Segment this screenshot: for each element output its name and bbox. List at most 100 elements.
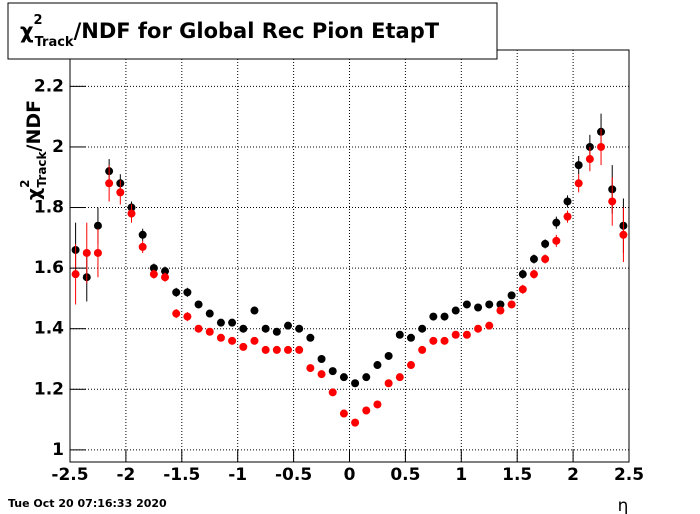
marker [149,270,158,279]
marker [440,336,449,345]
marker [93,221,102,230]
marker [351,379,360,388]
marker [384,379,393,388]
marker [284,321,293,330]
marker [395,330,404,339]
marker [172,309,181,318]
marker [194,300,203,309]
marker [529,255,538,264]
marker [250,336,259,345]
marker [451,306,460,315]
marker [373,361,382,370]
x-tick-label: 1 [455,465,467,485]
marker [552,218,561,227]
marker [507,300,516,309]
x-tick-label: -1.5 [163,465,200,485]
marker [474,324,483,333]
marker [205,309,214,318]
marker [272,327,281,336]
marker [418,345,427,354]
marker [574,161,583,170]
marker [585,155,594,164]
marker [485,321,494,330]
marker [239,342,248,351]
y-tick-label: 1.2 [34,379,64,399]
marker [518,270,527,279]
marker [71,270,80,279]
marker [440,312,449,321]
title-box [7,2,498,60]
marker [183,288,192,297]
marker [93,248,102,257]
marker [373,400,382,409]
marker [351,418,360,427]
marker [406,361,415,370]
marker [306,364,315,373]
marker [362,406,371,415]
marker [485,300,494,309]
marker [216,333,225,342]
marker [295,345,304,354]
y-label-text: /NDF [23,100,45,152]
marker [563,212,572,221]
marker [105,179,114,188]
marker [138,242,147,251]
grid [69,50,630,462]
marker [306,333,315,342]
marker [462,330,471,339]
x-axis-label: η [618,496,629,514]
marker [261,345,270,354]
title-sup: 2 [34,13,43,28]
marker [284,345,293,354]
x-tick-label: 1.5 [502,465,532,485]
marker [183,312,192,321]
marker [541,255,550,264]
y-label-sup: 2 [18,179,32,187]
marker [563,197,572,206]
marker [507,291,516,300]
marker [406,333,415,342]
y-tick-label: 1.8 [34,198,64,218]
marker [82,248,91,257]
marker [518,285,527,294]
marker [429,312,438,321]
y-tick-label: 2.2 [34,76,64,96]
marker [328,388,337,397]
marker [194,324,203,333]
marker [362,373,371,382]
y-axis-label: χ2 Track/NDF [18,100,49,200]
markers [71,113,628,427]
y-tick-label: 2 [52,137,64,157]
marker [116,188,125,197]
x-tick-label: -0.5 [275,465,312,485]
marker [384,351,393,360]
marker [541,239,550,248]
y-tick-label: 1 [52,440,64,460]
x-tick-label: -2.5 [51,465,88,485]
x-tick-label: 2.5 [614,465,644,485]
marker [161,273,170,282]
y-tick-label: 1.4 [34,319,64,339]
marker [317,355,326,363]
x-tick-label: -1 [228,465,247,485]
marker [205,327,214,336]
marker [239,324,248,333]
marker [339,409,348,418]
x-tick-label: -2 [116,465,135,485]
marker [328,367,337,376]
marker [552,236,561,245]
marker [127,209,136,218]
marker [496,300,505,309]
axis-ticks: -2.5 -2 -1.5 -1 -0.5 0 0.5 1 1.5 2 2.5 1 1.2 1.4 1.6 1.… [34,76,644,485]
marker [216,318,225,327]
marker [451,330,460,339]
title-symbol: χ [20,19,34,43]
y-tick-label: 1.6 [34,258,64,278]
marker [339,373,348,382]
title-sub: Track [35,35,74,50]
chart-title: χ2 Track/NDF for Global Rec Pion EtapT [20,13,440,50]
y-label-symbol: χ [23,188,45,200]
marker [619,230,628,239]
marker [597,142,606,151]
